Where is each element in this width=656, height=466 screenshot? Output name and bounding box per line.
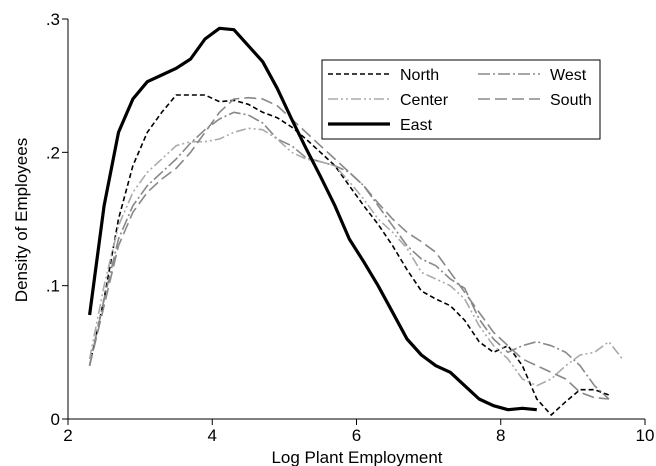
- y-axis-label: Density of Employees: [12, 138, 31, 302]
- x-tick-label: 6: [352, 426, 361, 445]
- legend: North West Center South East: [321, 59, 601, 140]
- legend-label-east: East: [400, 117, 433, 134]
- y-tick-label: 0: [51, 410, 60, 429]
- x-tick-label: 2: [63, 426, 72, 445]
- y-tick-label: .3: [46, 10, 60, 29]
- legend-box: [321, 59, 601, 140]
- series-line-west: [88, 111, 610, 400]
- axes: 2 4 6 8 10 0 .1 .2 .3: [46, 10, 655, 445]
- x-tick-label: 8: [496, 426, 505, 445]
- x-tick-label: 4: [208, 426, 217, 445]
- series-line-north: [88, 94, 610, 416]
- series-lines: [88, 26, 625, 416]
- series-line-south: [88, 96, 609, 400]
- x-tick-label: 10: [636, 426, 655, 445]
- legend-label-south: South: [550, 92, 592, 109]
- legend-label-north: North: [400, 67, 439, 84]
- y-tick-label: .2: [46, 143, 60, 162]
- x-axis-label: Log Plant Employment: [271, 448, 442, 466]
- series-line-east: [88, 26, 537, 412]
- y-tick-label: .1: [46, 277, 60, 296]
- series-line-center: [88, 127, 625, 387]
- legend-label-center: Center: [400, 92, 449, 109]
- legend-label-west: West: [550, 67, 587, 84]
